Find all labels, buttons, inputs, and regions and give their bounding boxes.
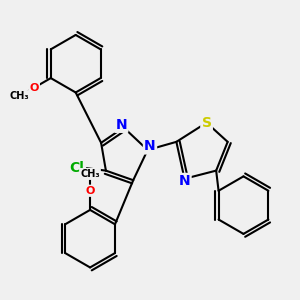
- Text: CH₃: CH₃: [10, 91, 29, 101]
- Text: O: O: [29, 83, 39, 93]
- Text: N: N: [179, 174, 190, 188]
- Text: O: O: [85, 186, 95, 196]
- Text: S: S: [202, 116, 212, 130]
- Text: Cl: Cl: [70, 161, 85, 175]
- Text: N: N: [116, 118, 127, 132]
- Text: N: N: [144, 139, 156, 153]
- Text: CH₃: CH₃: [80, 169, 100, 179]
